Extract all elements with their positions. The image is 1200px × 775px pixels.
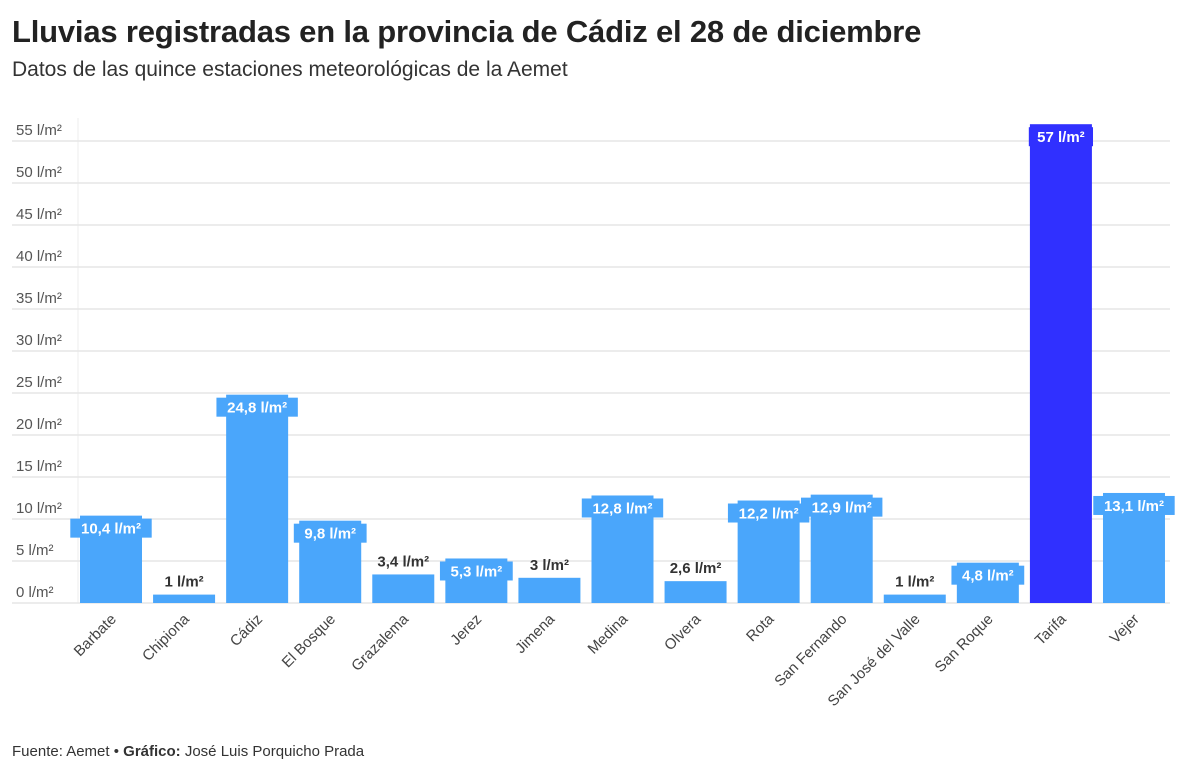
x-tick-label: Olvera [661,610,705,654]
data-label-background [216,397,298,417]
y-tick-label: 15 l/m² [16,458,62,475]
x-tick-label: Jerez [447,611,485,649]
bar [226,394,289,603]
chart-subtitle: Datos de las quince estaciones meteoroló… [12,58,568,81]
data-label: 3 l/m² [530,557,569,574]
y-tick-label: 25 l/m² [16,374,62,391]
data-label-background [293,523,367,543]
data-label-background [1093,495,1175,515]
data-label: 3,4 l/m² [377,553,429,570]
data-label: 13,1 l/m² [1104,498,1164,515]
x-tick-label: Cádiz [227,611,266,650]
data-label-background [439,561,513,581]
y-tick-label: 0 l/m² [16,584,54,601]
data-label-background [951,565,1025,585]
data-label: 5,3 l/m² [451,563,503,580]
x-tick-label: Rota [743,610,778,645]
x-tick-label: El Bosque [279,611,339,671]
data-label: 12,8 l/m² [592,500,652,517]
data-label: 10,4 l/m² [81,521,141,538]
data-label: 1 l/m² [895,574,934,591]
data-label-background [801,497,883,517]
data-label: 1 l/m² [164,574,203,591]
data-label: 24,8 l/m² [227,400,287,417]
y-tick-label: 10 l/m² [16,500,62,517]
x-tick-label: Tarifa [1032,610,1070,648]
data-label: 12,9 l/m² [812,500,872,517]
data-label: 57 l/m² [1037,129,1085,146]
data-label-background [727,503,810,523]
footer-author: José Luis Porquicho Prada [180,743,365,760]
data-label-background [70,518,152,538]
footer-credits: Fuente: Aemet • Gráfico: José Luis Porqu… [12,743,364,760]
x-tick-label: Jimena [512,610,559,657]
bar [518,577,581,603]
bar [1029,124,1092,603]
y-tick-label: 5 l/m² [16,542,54,559]
x-tick-label: Grazalema [348,610,412,674]
chart-title: Lluvias registradas en la provincia de C… [12,14,922,49]
footer-graphic-label: Gráfico: [123,743,181,760]
bar [883,594,946,603]
y-tick-label: 50 l/m² [16,164,62,181]
y-tick-label: 55 l/m² [16,122,62,139]
y-tick-label: 35 l/m² [16,290,62,307]
y-tick-label: 40 l/m² [16,248,62,265]
y-tick-label: 45 l/m² [16,206,62,223]
y-tick-label: 20 l/m² [16,416,62,433]
x-tick-label: Vejer [1107,611,1143,647]
x-tick-label: San Roque [932,611,997,676]
data-label: 4,8 l/m² [962,568,1014,585]
y-tick-label: 30 l/m² [16,332,62,349]
footer-source: Fuente: Aemet • [12,743,124,760]
x-tick-label: Chipiona [139,610,193,664]
bar [153,594,216,603]
data-label: 12,2 l/m² [739,506,799,523]
x-tick-label: Medina [585,610,632,657]
x-tick-label: San Fernando [771,611,850,690]
data-label-background [1028,127,1094,147]
data-label: 9,8 l/m² [304,526,356,543]
data-label-background [581,498,664,518]
data-label: 2,6 l/m² [670,560,722,577]
bar [372,574,435,603]
bar [664,581,727,603]
x-tick-label: Barbate [71,611,120,660]
